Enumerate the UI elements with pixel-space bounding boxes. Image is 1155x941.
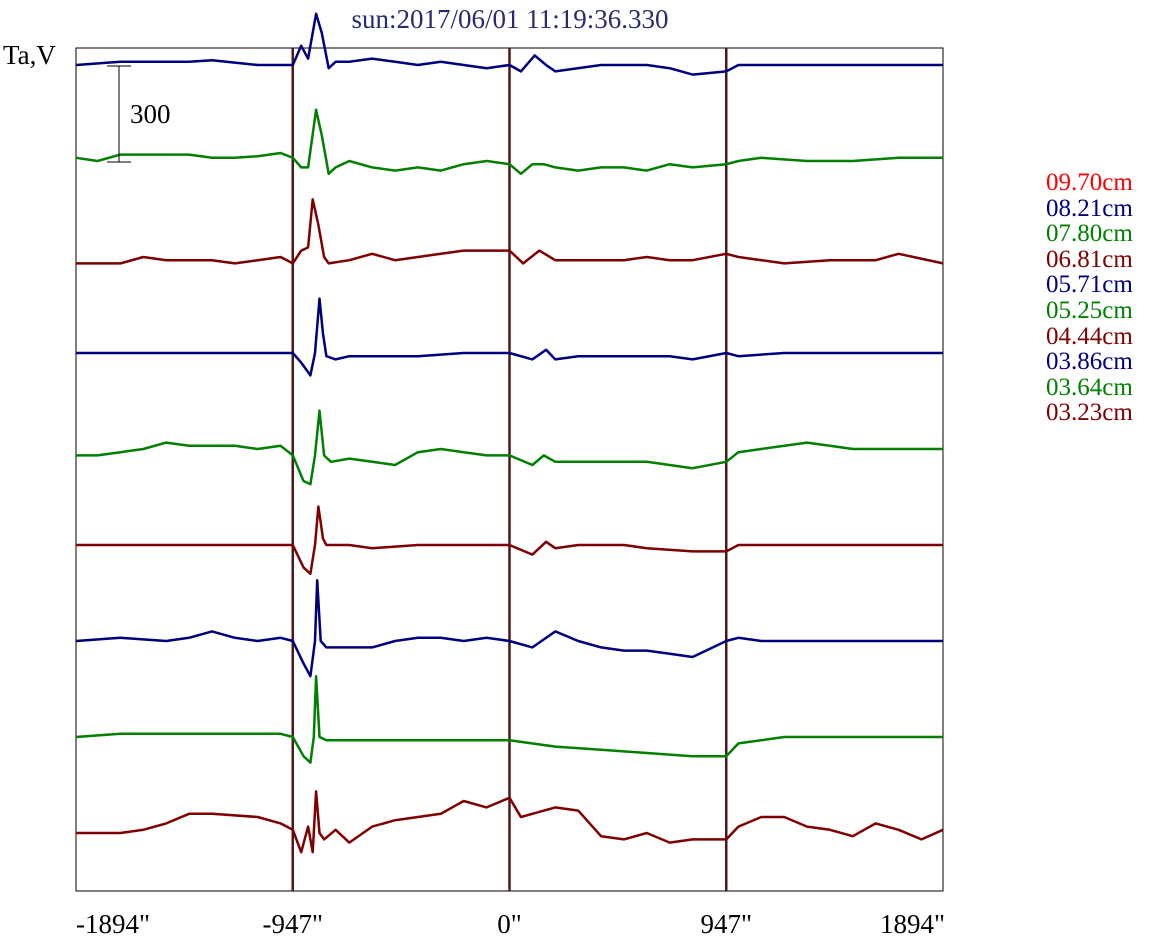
trace-group bbox=[75, 12, 944, 854]
scale-bar-label: 300 bbox=[130, 99, 171, 129]
trace-05-71cm bbox=[76, 297, 943, 377]
x-tick-label: 1894" bbox=[880, 909, 945, 939]
legend-item: 05.25cm bbox=[1046, 296, 1133, 324]
scale-bar: 300 bbox=[107, 65, 171, 163]
x-tick-label: -1894" bbox=[76, 909, 150, 939]
trace-06-81cm bbox=[76, 198, 944, 265]
x-tick-label: 0" bbox=[497, 909, 522, 939]
y-axis-label: Ta,V bbox=[3, 40, 56, 70]
legend-item: 03.64cm bbox=[1046, 373, 1133, 401]
x-tick-labels: -1894" -947" 0" 947" 1894" bbox=[76, 909, 945, 939]
legend-item: 04.44cm bbox=[1046, 322, 1133, 350]
x-tick-label: -947" bbox=[262, 909, 323, 939]
trace-03-64cm bbox=[75, 674, 943, 764]
legend-item: 07.80cm bbox=[1046, 220, 1133, 248]
trace-05-25cm bbox=[76, 409, 943, 486]
trace-08-21cm bbox=[75, 12, 943, 76]
vertical-markers bbox=[291, 48, 728, 891]
trace-03-86cm bbox=[75, 578, 943, 678]
legend-item: 08.21cm bbox=[1046, 194, 1133, 222]
trace-03-23cm bbox=[76, 790, 944, 854]
chart-title: sun:2017/06/01 11:19:36.330 bbox=[351, 4, 669, 34]
legend-item: 03.23cm bbox=[1046, 399, 1133, 427]
legend-item: 05.71cm bbox=[1046, 271, 1133, 299]
legend: 09.70cm 08.21cm 07.80cm 06.81cm 05.71cm 05.25… bbox=[1046, 170, 1133, 426]
x-tick-label: 947" bbox=[700, 909, 752, 939]
legend-item: 03.86cm bbox=[1046, 348, 1133, 376]
trace-07-80cm bbox=[75, 108, 943, 176]
trace-04-44cm bbox=[76, 505, 943, 576]
legend-item: 09.70cm bbox=[1046, 169, 1133, 196]
legend-item: 06.81cm bbox=[1046, 245, 1133, 273]
